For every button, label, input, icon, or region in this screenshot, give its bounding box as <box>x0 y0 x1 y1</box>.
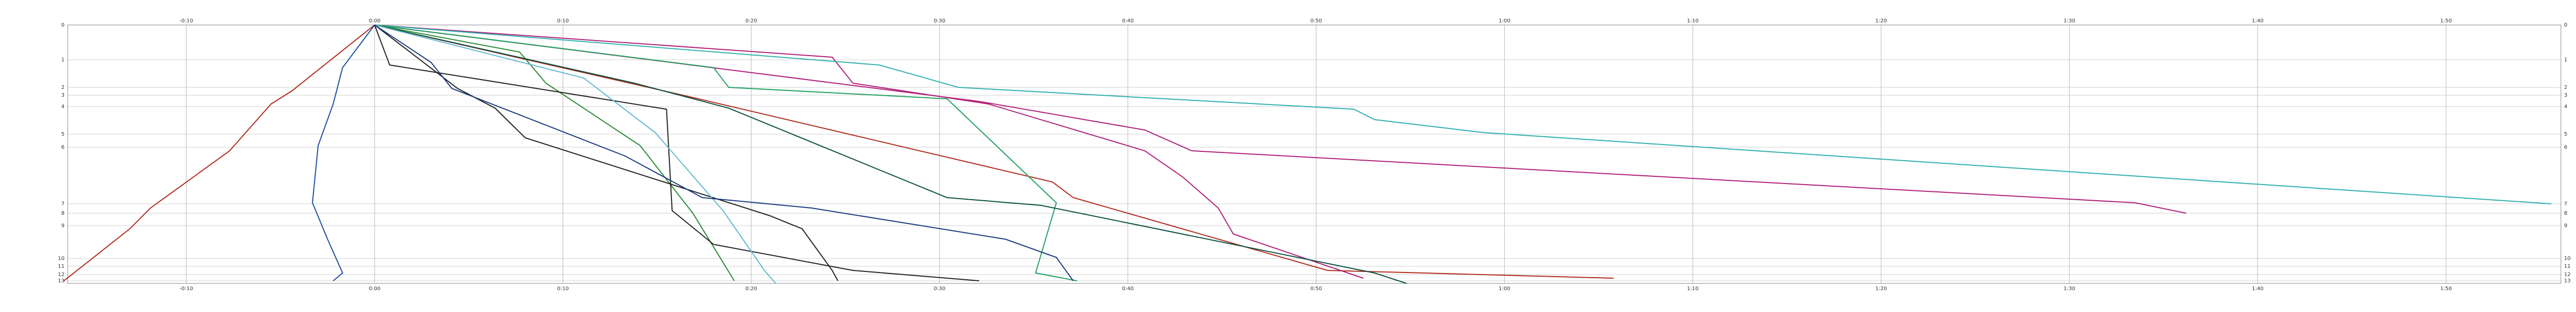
x-tick-label-top: 0:50 <box>1310 18 1322 24</box>
x-tick-label-top: 0:20 <box>745 18 757 24</box>
plot-frame <box>67 24 2561 284</box>
y-tick-label: 3 <box>61 93 65 98</box>
x-tick-label: 0:10 <box>557 286 568 292</box>
y-tick-label: 1 <box>61 57 65 63</box>
y-tick-label-right: 5 <box>2564 132 2567 137</box>
train-path <box>374 24 1614 279</box>
y-tick-label: 0 <box>61 22 65 28</box>
y-tick-label-right: 3 <box>2564 93 2567 98</box>
y-tick-label: 12 <box>58 272 65 278</box>
train-path <box>374 24 2187 214</box>
y-tick-label-right: 10 <box>2564 256 2571 262</box>
train-path <box>374 24 777 284</box>
x-tick-label-top: 1:20 <box>1875 18 1887 24</box>
y-tick-label: 4 <box>61 104 65 110</box>
x-tick-label-top: 1:50 <box>2440 18 2452 24</box>
x-tick-label: 0:00 <box>369 286 380 292</box>
x-tick-label-top: 0:30 <box>934 18 945 24</box>
y-tick-label-right: 9 <box>2564 223 2567 229</box>
train-path <box>374 24 980 281</box>
x-tick-label-top: 1:00 <box>1499 18 1510 24</box>
y-tick-label-right: 1 <box>2564 57 2567 63</box>
x-tick-label-top: -0:10 <box>180 18 193 24</box>
x-tick-label: -0:10 <box>180 286 193 292</box>
x-tick-label: 1:00 <box>1499 286 1510 292</box>
y-tick-label: 2 <box>61 85 65 90</box>
y-tick-label: 13 <box>58 278 65 284</box>
x-tick-label: 0:40 <box>1122 286 1134 292</box>
train-path <box>312 24 375 281</box>
x-tick-label: 1:20 <box>1875 286 1887 292</box>
x-tick-label: 1:30 <box>2064 286 2075 292</box>
y-tick-label-right: 6 <box>2564 145 2567 150</box>
y-tick-label: 11 <box>58 264 65 269</box>
train-path <box>374 24 1074 281</box>
x-tick-label-top: 0:10 <box>557 18 568 24</box>
y-tick-label-right: 12 <box>2564 272 2571 278</box>
x-tick-label: 1:40 <box>2252 286 2263 292</box>
train-path <box>374 24 2552 204</box>
x-tick-label: 1:50 <box>2440 286 2452 292</box>
y-tick-label: 8 <box>61 211 65 216</box>
train-path <box>374 24 1364 279</box>
train-path <box>374 24 735 281</box>
x-tick-label-top: 1:40 <box>2252 18 2263 24</box>
y-tick-label: 9 <box>61 223 65 229</box>
x-tick-label: 0:50 <box>1310 286 1322 292</box>
y-tick-label: 5 <box>61 132 65 137</box>
y-tick-label-right: 7 <box>2564 201 2567 207</box>
y-tick-label: 7 <box>61 201 65 207</box>
train-path <box>374 24 1407 284</box>
x-tick-label-top: 0:40 <box>1122 18 1134 24</box>
x-tick-label-top: 1:10 <box>1687 18 1698 24</box>
y-tick-label: 6 <box>61 145 65 150</box>
y-tick-label-right: 13 <box>2564 278 2571 284</box>
y-tick-label-right: 8 <box>2564 211 2567 216</box>
x-tick-label-top: 1:30 <box>2064 18 2075 24</box>
train-path <box>374 24 1077 281</box>
x-tick-label: 0:20 <box>745 286 757 292</box>
x-tick-label: 0:30 <box>934 286 945 292</box>
train-path <box>374 24 839 281</box>
x-tick-label-top: 0:00 <box>369 18 380 24</box>
y-tick-label-right: 4 <box>2564 104 2567 110</box>
y-tick-label-right: 11 <box>2564 264 2571 269</box>
y-tick-label: 10 <box>58 256 65 262</box>
y-tick-label-right: 2 <box>2564 85 2567 90</box>
train-path <box>64 24 375 281</box>
x-tick-label: 1:10 <box>1687 286 1698 292</box>
y-tick-label-right: 0 <box>2564 22 2567 28</box>
